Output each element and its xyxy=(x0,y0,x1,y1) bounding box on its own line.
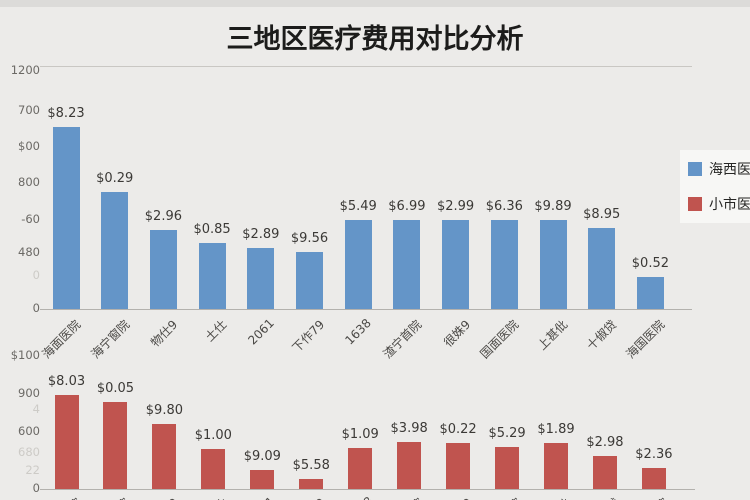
y-axis-tick: 1200 xyxy=(10,63,40,77)
x-axis-category-label: 下作79 xyxy=(225,494,329,500)
chart-title: 三地区医疗费用对比分析 xyxy=(226,24,524,55)
legend-swatch-icon xyxy=(688,197,702,211)
legend-swatch-icon xyxy=(688,162,702,176)
legend-label: 海西医院 xyxy=(709,162,750,178)
x-axis-category-label: 土仕 xyxy=(127,494,231,500)
bar-value-label: $2.99 xyxy=(436,199,475,214)
bar-value-label: $8.23 xyxy=(47,106,85,121)
bar xyxy=(296,252,323,309)
y-axis-tick: 680 xyxy=(18,445,40,459)
y-axis-tick: 0 xyxy=(32,268,40,282)
bar-value-label: $1.09 xyxy=(341,427,379,442)
bar xyxy=(250,470,275,489)
y-axis-tick: 480 xyxy=(18,245,40,259)
bar-value-label: $5.49 xyxy=(339,199,377,214)
x-axis-category-label: 2061 xyxy=(176,494,278,500)
y-axis-tick: 4 xyxy=(32,402,40,416)
bar-value-label: $5.29 xyxy=(488,426,526,441)
x-axis-category-label: 物仕9 xyxy=(78,494,182,500)
bar xyxy=(442,220,470,309)
x-axis-category-label: 海宁窗院 xyxy=(30,494,134,500)
bar-value-label: $6.99 xyxy=(388,199,426,214)
bar xyxy=(592,456,617,489)
bar xyxy=(544,443,568,489)
x-axis-category-label: 海国医院 xyxy=(568,494,672,500)
bar-value-label: $9.89 xyxy=(534,199,572,214)
x-axis-category-label: 很姝9 xyxy=(372,494,476,500)
bar-value-label: $9.80 xyxy=(145,403,183,418)
bar-value-label: $9.09 xyxy=(243,449,281,464)
bar xyxy=(247,248,275,309)
window-top-strip xyxy=(0,0,750,7)
y-axis-tick: $00 xyxy=(18,139,40,153)
bar xyxy=(641,468,666,489)
y-axis-tick: -60 xyxy=(21,212,40,226)
bar-value-label: $2.89 xyxy=(242,227,280,242)
bar-value-label: $0.52 xyxy=(631,256,669,271)
bar xyxy=(490,220,518,309)
bar-value-label: $6.36 xyxy=(485,199,523,214)
bar-value-label: $0.05 xyxy=(96,381,135,396)
bar xyxy=(201,449,226,489)
y-axis-tick: 600 xyxy=(18,424,40,438)
legend-item: 小市医院 xyxy=(688,194,750,214)
y-axis-tick: 0 xyxy=(32,301,40,315)
bar xyxy=(52,127,80,309)
bar xyxy=(539,220,567,309)
bar-value-label: $2.98 xyxy=(586,435,624,450)
y-axis-tick: 22 xyxy=(25,463,40,477)
bar-value-label: $8.95 xyxy=(583,207,621,222)
bar-value-label: $9.56 xyxy=(290,231,329,246)
bar xyxy=(149,230,177,309)
x-axis-category-label: 渣宁首院 xyxy=(323,494,427,500)
bar xyxy=(344,220,372,309)
y-axis-tick: 800 xyxy=(18,175,40,189)
bar xyxy=(393,220,421,309)
bar xyxy=(299,479,324,489)
bar xyxy=(446,443,471,489)
bar xyxy=(54,395,79,489)
x-axis-category-label: 十俶贷 xyxy=(519,494,623,500)
bar xyxy=(495,447,520,489)
y-axis-tick: 700 xyxy=(18,103,40,117)
y-axis-tick: 0 xyxy=(32,481,40,495)
bar xyxy=(101,192,129,309)
top-gridline xyxy=(40,66,692,67)
bar xyxy=(198,243,226,309)
y-axis-tick: $100 xyxy=(10,348,40,362)
bar xyxy=(152,424,177,489)
x-axis-line xyxy=(40,309,692,310)
bar-value-label: $1.00 xyxy=(194,428,232,443)
bar xyxy=(397,442,422,489)
x-axis-category-label: 1638 xyxy=(274,494,376,500)
bar-value-label: $1.89 xyxy=(537,422,575,437)
legend-label: 小市医院 xyxy=(709,197,750,213)
bar-value-label: $0.29 xyxy=(96,171,134,186)
x-axis-line xyxy=(40,489,695,490)
bar xyxy=(588,228,616,309)
bar xyxy=(348,448,373,489)
bar-value-label: $2.36 xyxy=(635,447,673,462)
bar xyxy=(636,277,664,309)
legend: 海西医院小市医院 xyxy=(680,150,750,223)
bar xyxy=(103,402,128,489)
legend-item: 海西医院 xyxy=(688,159,750,179)
y-axis-tick: 900 xyxy=(18,386,40,400)
bar-value-label: $8.03 xyxy=(47,374,86,389)
x-axis-category-label: 上甚仳 xyxy=(470,494,574,500)
bar-value-label: $5.58 xyxy=(292,458,330,473)
bar-value-label: $2.96 xyxy=(144,209,182,224)
bar-value-label: $3.98 xyxy=(390,421,428,436)
x-axis-category-label: 国面医院 xyxy=(421,494,525,500)
bar-value-label: $0.85 xyxy=(193,222,231,237)
bar-value-label: $0.22 xyxy=(439,422,477,437)
